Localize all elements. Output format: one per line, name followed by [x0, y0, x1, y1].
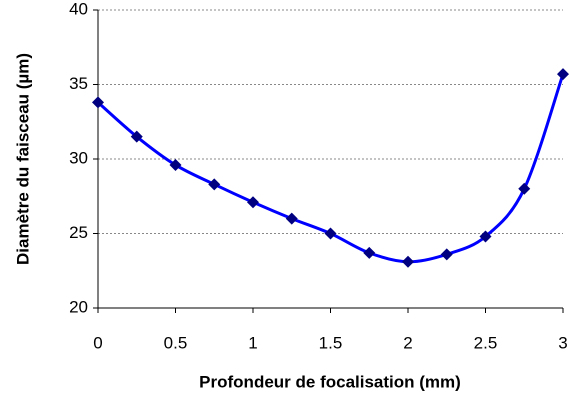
y-axis-label: Diamètre du faisceau (µm) — [13, 53, 32, 265]
marker — [440, 248, 453, 261]
y-tick-label: 30 — [69, 148, 88, 167]
x-tick-label: 0 — [93, 333, 102, 352]
y-tick-label: 25 — [69, 223, 88, 242]
marker — [363, 246, 376, 259]
marker — [169, 158, 182, 171]
marker — [324, 227, 337, 240]
x-tick-label: 0.5 — [164, 333, 188, 352]
marker — [92, 96, 104, 109]
y-tick-label: 40 — [69, 0, 88, 18]
x-tick-label: 2.5 — [474, 333, 498, 352]
marker — [285, 212, 298, 225]
x-tick-label: 2 — [403, 333, 412, 352]
marker — [518, 182, 531, 195]
x-axis-label: Profondeur de focalisation (mm) — [199, 372, 461, 391]
marker — [479, 230, 492, 243]
y-tick-label: 20 — [69, 297, 88, 316]
marker — [557, 68, 569, 81]
y-tick-label: 35 — [69, 74, 88, 93]
marker — [247, 196, 259, 209]
marker — [208, 178, 221, 191]
marker — [402, 255, 414, 268]
x-tick-label: 1.5 — [319, 333, 343, 352]
x-tick-label: 3 — [558, 333, 567, 352]
marker — [130, 130, 143, 143]
x-tick-label: 1 — [248, 333, 257, 352]
